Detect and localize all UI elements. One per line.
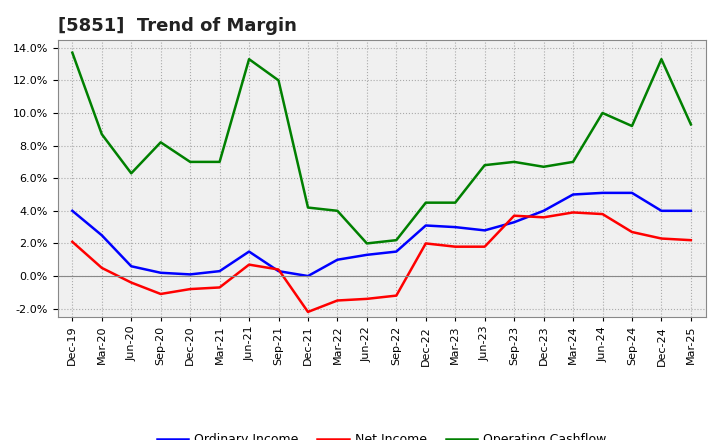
Operating Cashflow: [480, 162, 489, 168]
Net Income: [97, 265, 106, 271]
Operating Cashflow: [687, 122, 696, 127]
Operating Cashflow: [628, 123, 636, 128]
Operating Cashflow: [598, 110, 607, 116]
Net Income: [127, 280, 135, 285]
Operating Cashflow: [186, 159, 194, 165]
Operating Cashflow: [657, 56, 666, 62]
Net Income: [333, 298, 342, 303]
Ordinary Income: [598, 190, 607, 195]
Legend: Ordinary Income, Net Income, Operating Cashflow: Ordinary Income, Net Income, Operating C…: [152, 429, 611, 440]
Operating Cashflow: [569, 159, 577, 165]
Net Income: [657, 236, 666, 241]
Operating Cashflow: [421, 200, 430, 205]
Net Income: [304, 309, 312, 315]
Operating Cashflow: [539, 164, 548, 169]
Net Income: [480, 244, 489, 249]
Net Income: [215, 285, 224, 290]
Net Income: [539, 215, 548, 220]
Operating Cashflow: [97, 132, 106, 137]
Ordinary Income: [215, 268, 224, 274]
Net Income: [274, 267, 283, 272]
Operating Cashflow: [363, 241, 372, 246]
Net Income: [245, 262, 253, 267]
Ordinary Income: [274, 268, 283, 274]
Line: Ordinary Income: Ordinary Income: [72, 193, 691, 276]
Net Income: [392, 293, 400, 298]
Net Income: [451, 244, 459, 249]
Operating Cashflow: [156, 139, 165, 145]
Ordinary Income: [68, 208, 76, 213]
Net Income: [156, 291, 165, 297]
Ordinary Income: [156, 270, 165, 275]
Net Income: [510, 213, 518, 218]
Ordinary Income: [97, 233, 106, 238]
Ordinary Income: [392, 249, 400, 254]
Ordinary Income: [657, 208, 666, 213]
Line: Operating Cashflow: Operating Cashflow: [72, 53, 691, 243]
Net Income: [569, 210, 577, 215]
Ordinary Income: [186, 272, 194, 277]
Operating Cashflow: [68, 50, 76, 55]
Ordinary Income: [245, 249, 253, 254]
Ordinary Income: [510, 220, 518, 225]
Ordinary Income: [569, 192, 577, 197]
Ordinary Income: [421, 223, 430, 228]
Ordinary Income: [304, 273, 312, 279]
Operating Cashflow: [392, 238, 400, 243]
Ordinary Income: [363, 252, 372, 257]
Net Income: [363, 296, 372, 301]
Net Income: [628, 229, 636, 235]
Text: [5851]  Trend of Margin: [5851] Trend of Margin: [58, 17, 297, 35]
Ordinary Income: [127, 264, 135, 269]
Operating Cashflow: [333, 208, 342, 213]
Operating Cashflow: [304, 205, 312, 210]
Net Income: [68, 239, 76, 245]
Operating Cashflow: [245, 56, 253, 62]
Net Income: [421, 241, 430, 246]
Operating Cashflow: [215, 159, 224, 165]
Ordinary Income: [333, 257, 342, 262]
Net Income: [598, 212, 607, 217]
Ordinary Income: [480, 228, 489, 233]
Operating Cashflow: [451, 200, 459, 205]
Ordinary Income: [628, 190, 636, 195]
Ordinary Income: [451, 224, 459, 230]
Net Income: [687, 238, 696, 243]
Ordinary Income: [687, 208, 696, 213]
Net Income: [186, 286, 194, 292]
Line: Net Income: Net Income: [72, 213, 691, 312]
Operating Cashflow: [274, 78, 283, 83]
Operating Cashflow: [510, 159, 518, 165]
Ordinary Income: [539, 208, 548, 213]
Operating Cashflow: [127, 171, 135, 176]
